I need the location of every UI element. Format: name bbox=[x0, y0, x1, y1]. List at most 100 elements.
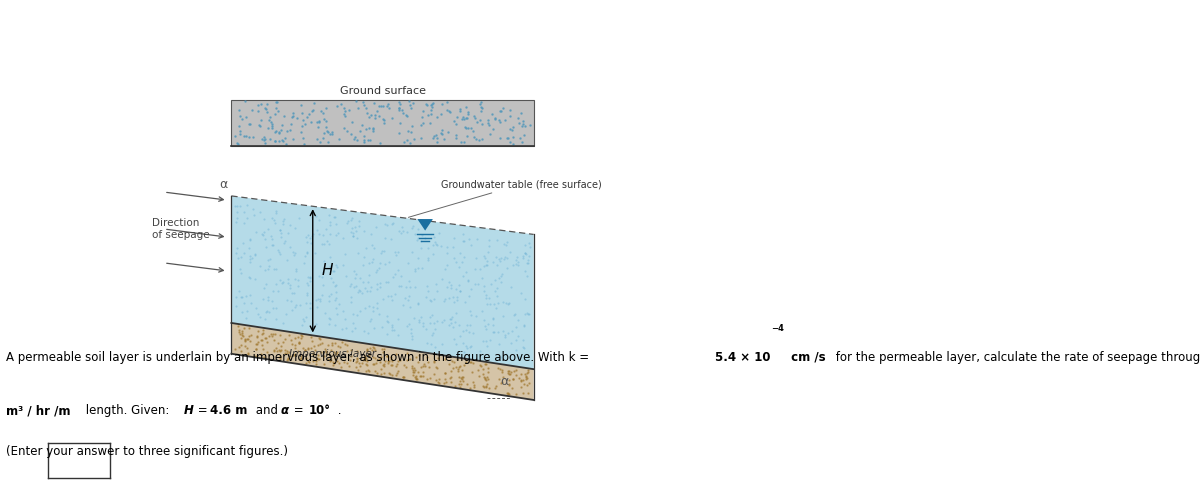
Point bbox=[355, 138, 374, 146]
Point bbox=[458, 124, 478, 132]
Point bbox=[426, 131, 445, 138]
Point bbox=[438, 98, 457, 106]
Point bbox=[347, 97, 366, 105]
Point bbox=[490, 106, 509, 114]
Point bbox=[410, 121, 430, 129]
Point bbox=[503, 126, 522, 134]
Text: =: = bbox=[290, 404, 307, 417]
Polygon shape bbox=[232, 323, 534, 400]
Point bbox=[394, 109, 413, 117]
Point bbox=[266, 105, 286, 112]
Point bbox=[440, 108, 460, 116]
Point bbox=[434, 135, 454, 142]
Point bbox=[265, 137, 284, 145]
Point bbox=[228, 139, 247, 147]
Point bbox=[350, 127, 370, 135]
Point bbox=[318, 128, 337, 136]
Point bbox=[480, 130, 499, 138]
Point bbox=[504, 123, 523, 131]
Point bbox=[322, 128, 341, 136]
Point bbox=[468, 118, 487, 125]
Text: m³ / hr /m: m³ / hr /m bbox=[6, 404, 71, 417]
Point bbox=[283, 109, 302, 117]
Point bbox=[318, 127, 337, 135]
Point bbox=[323, 130, 342, 138]
Point bbox=[472, 104, 491, 111]
Point bbox=[304, 106, 323, 114]
Point bbox=[503, 133, 522, 141]
Point bbox=[431, 110, 450, 118]
Point bbox=[256, 136, 275, 143]
Point bbox=[413, 119, 432, 127]
Point bbox=[356, 125, 376, 133]
Point bbox=[455, 138, 474, 146]
Point bbox=[520, 121, 539, 128]
Point bbox=[356, 104, 376, 112]
Point bbox=[433, 100, 452, 108]
Point bbox=[500, 106, 520, 114]
Point bbox=[389, 106, 408, 114]
Point bbox=[272, 136, 292, 144]
Point bbox=[366, 111, 385, 119]
Point bbox=[295, 120, 314, 128]
Point bbox=[341, 130, 360, 138]
Point bbox=[420, 119, 439, 126]
Point bbox=[229, 106, 248, 114]
Point bbox=[413, 106, 432, 114]
Point bbox=[412, 134, 431, 142]
Point bbox=[448, 113, 467, 121]
Point bbox=[229, 122, 248, 130]
Point bbox=[509, 119, 528, 126]
Point bbox=[437, 106, 456, 114]
Point bbox=[456, 123, 475, 131]
Point bbox=[354, 98, 373, 106]
Point bbox=[244, 133, 263, 141]
Point bbox=[269, 137, 288, 145]
Point bbox=[493, 104, 512, 111]
Point bbox=[344, 136, 364, 143]
Point bbox=[456, 104, 475, 111]
Point bbox=[464, 112, 484, 120]
Point bbox=[470, 107, 490, 115]
Text: 10°: 10° bbox=[308, 404, 330, 417]
Point bbox=[374, 116, 394, 124]
Point bbox=[378, 102, 397, 110]
Point bbox=[226, 132, 245, 139]
Point bbox=[335, 112, 354, 120]
Point bbox=[500, 112, 520, 120]
Point bbox=[307, 118, 326, 126]
Point bbox=[413, 113, 432, 121]
Point bbox=[260, 136, 280, 143]
Point bbox=[371, 103, 390, 110]
Text: cm /s: cm /s bbox=[787, 351, 826, 364]
Point bbox=[482, 125, 502, 133]
Polygon shape bbox=[418, 219, 433, 230]
Point bbox=[317, 117, 336, 125]
Point bbox=[364, 125, 383, 133]
Point bbox=[358, 109, 377, 117]
Point bbox=[236, 113, 256, 121]
Point bbox=[404, 136, 424, 143]
Point bbox=[424, 135, 443, 142]
Polygon shape bbox=[232, 100, 534, 146]
Point bbox=[310, 118, 329, 125]
Point bbox=[396, 111, 415, 119]
Point bbox=[316, 104, 335, 112]
Point bbox=[511, 109, 530, 117]
Point bbox=[515, 122, 534, 130]
Point bbox=[472, 98, 491, 106]
Point bbox=[400, 139, 419, 147]
Point bbox=[457, 114, 476, 121]
Point bbox=[509, 114, 528, 121]
Point bbox=[269, 128, 288, 136]
Point bbox=[302, 107, 322, 115]
Point bbox=[314, 115, 334, 123]
Point bbox=[367, 107, 386, 115]
Text: H: H bbox=[322, 263, 334, 278]
Point bbox=[421, 106, 440, 114]
Text: (Enter your answer to three significant figures.): (Enter your answer to three significant … bbox=[6, 445, 288, 458]
Point bbox=[313, 109, 332, 117]
Point bbox=[455, 116, 474, 123]
Point bbox=[274, 136, 293, 144]
Point bbox=[401, 105, 420, 112]
